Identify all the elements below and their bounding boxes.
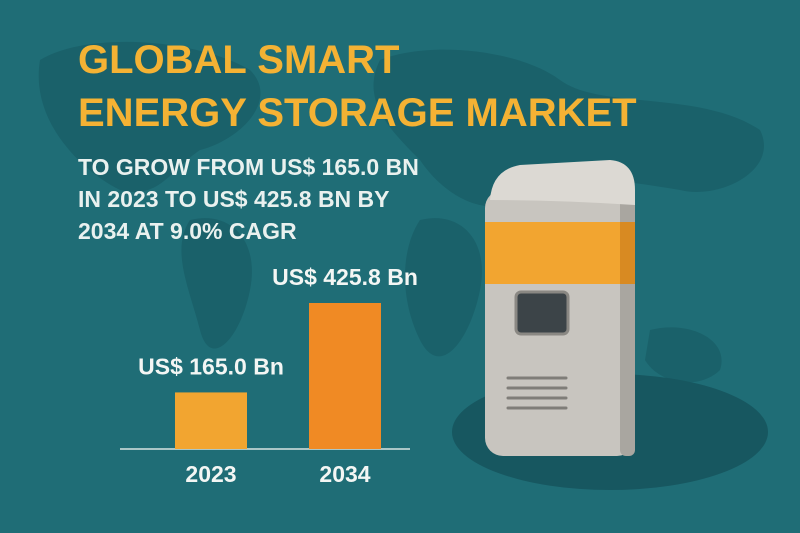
value-label: US$ 165.0 Bn — [138, 353, 284, 379]
category-label: 2034 — [319, 461, 370, 487]
category-label: 2023 — [185, 461, 236, 487]
battery-illustration — [452, 160, 768, 490]
world-map — [38, 41, 764, 383]
subtitle-line: IN 2023 TO US$ 425.8 BN BY — [78, 186, 390, 212]
bar — [175, 392, 247, 449]
title-line: ENERGY STORAGE MARKET — [78, 91, 637, 135]
title-line: GLOBAL SMART — [78, 38, 399, 82]
value-label: US$ 425.8 Bn — [272, 264, 418, 290]
bar — [309, 303, 381, 449]
subtitle-line: 2034 AT 9.0% CAGR — [78, 218, 297, 244]
subtitle-line: TO GROW FROM US$ 165.0 BN — [78, 154, 419, 180]
